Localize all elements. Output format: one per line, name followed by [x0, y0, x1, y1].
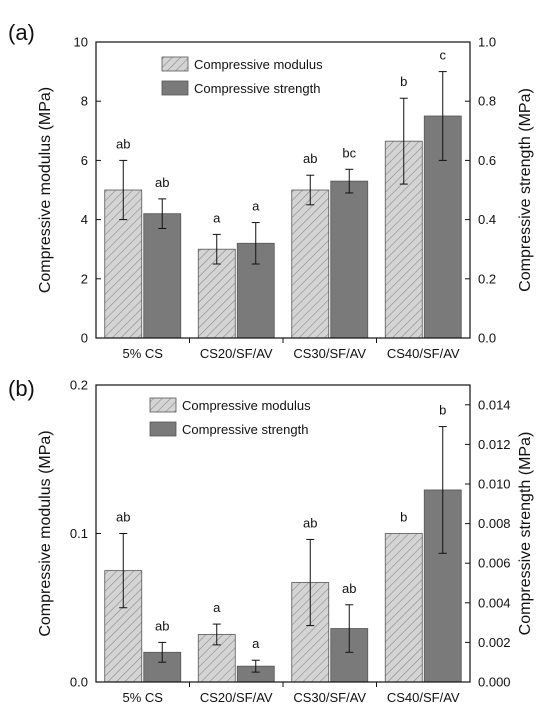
bar-modulus	[197, 634, 236, 683]
y-tick-label: 0.2	[70, 378, 88, 393]
y2-tick-label: 0.008	[478, 516, 511, 531]
x-tick-label: 5% CS	[123, 690, 164, 705]
panel-label: (b)	[8, 376, 35, 401]
x-tick-label: CS40/SF/AV	[387, 690, 460, 705]
legend-swatch-strength	[161, 80, 189, 96]
significance-label: a	[252, 199, 260, 214]
significance-label: a	[213, 210, 221, 225]
x-tick-label: 5% CS	[123, 346, 164, 361]
y2-tick-label: 0.2	[478, 271, 496, 286]
bar-modulus	[291, 189, 330, 339]
significance-label: b	[400, 74, 407, 89]
y2-axis-title: Compressive strength (MPa)	[517, 88, 534, 292]
y2-tick-label: 0.000	[478, 675, 511, 690]
significance-label: b	[400, 510, 407, 525]
x-tick-label: CS30/SF/AV	[293, 346, 366, 361]
legend-swatch-modulus	[149, 397, 177, 413]
legend-label: Compressive modulus	[182, 398, 311, 413]
y-tick-label: 8	[81, 94, 88, 109]
x-tick-label: CS30/SF/AV	[293, 690, 366, 705]
y-tick-label: 0.0	[70, 675, 88, 690]
y2-tick-label: 0.010	[478, 477, 511, 492]
y2-tick-label: 0.8	[478, 94, 496, 109]
significance-label: bc	[342, 145, 356, 160]
significance-label: a	[213, 600, 221, 615]
significance-label: ab	[303, 515, 317, 530]
y2-tick-label: 0.006	[478, 556, 511, 571]
legend-label: Compressive strength	[194, 81, 320, 96]
x-tick-label: CS20/SF/AV	[200, 346, 273, 361]
x-tick-label: CS20/SF/AV	[200, 690, 273, 705]
y2-tick-label: 0.014	[478, 397, 511, 412]
y-tick-label: 6	[81, 153, 88, 168]
y-axis-title: Compressive modulus (MPa)	[37, 87, 54, 293]
significance-label: ab	[116, 136, 130, 151]
x-tick-label: CS40/SF/AV	[387, 346, 460, 361]
panel-b: (b) ab a ab b ab a ab b 0.0 0.1 0.2 0.000 0.002 0.004 0…	[8, 376, 534, 705]
y-tick-label: 4	[81, 212, 88, 227]
significance-label: c	[440, 48, 447, 63]
y2-tick-label: 1.0	[478, 35, 496, 50]
y-tick-label: 2	[81, 271, 88, 286]
y2-tick-label: 0.0	[478, 331, 496, 346]
y-axis-title: Compressive modulus (MPa)	[37, 430, 54, 636]
legend-swatch-strength	[149, 421, 177, 437]
y2-tick-label: 0.6	[478, 153, 496, 168]
y2-tick-label: 0.002	[478, 635, 511, 650]
panel-a: (a) ab a ab b ab a bc c 0 2 4 6 8 10 0.0 0.2 0.4 0.6 0.8 1.0…	[8, 20, 534, 361]
significance-label: ab	[303, 151, 317, 166]
legend-label: Compressive strength	[182, 422, 308, 437]
y2-tick-label: 0.012	[478, 437, 511, 452]
legend-label: Compressive modulus	[194, 57, 323, 72]
bar-strength	[143, 213, 182, 339]
legend-swatch-modulus	[161, 56, 189, 72]
significance-label: ab	[155, 618, 169, 633]
y2-tick-label: 0.4	[478, 212, 496, 227]
y-tick-label: 10	[74, 35, 88, 50]
bar-strength	[330, 180, 369, 339]
bar-modulus	[384, 533, 423, 683]
significance-label: ab	[342, 581, 356, 596]
significance-label: ab	[116, 510, 130, 525]
y2-axis-title: Compressive strength (MPa)	[517, 432, 534, 636]
y-tick-label: 0.1	[70, 526, 88, 541]
significance-label: ab	[155, 175, 169, 190]
y-tick-label: 0	[81, 331, 88, 346]
significance-label: b	[439, 403, 446, 418]
panel-label: (a)	[8, 20, 35, 45]
significance-label: a	[252, 636, 260, 651]
y2-tick-label: 0.004	[478, 595, 511, 610]
